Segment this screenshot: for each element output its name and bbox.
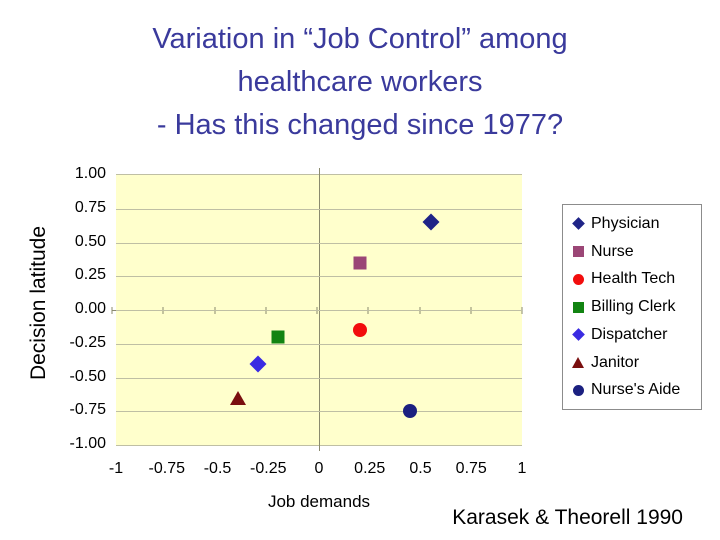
legend-item-physician: Physician: [571, 215, 701, 233]
legend-label: Nurse: [591, 242, 634, 260]
x-tick-label: -0.5: [203, 460, 232, 477]
x-axis-title: Job demands: [267, 492, 371, 511]
y-tick-label: 1.00: [74, 165, 106, 182]
slide-title-line-1: Variation in “Job Control” among: [152, 23, 568, 55]
diamond-marker-icon: [571, 217, 585, 231]
circle-marker-icon: [572, 273, 584, 285]
legend: Physician Nurse Health Tech Billing Clerk Di…: [562, 204, 702, 410]
diamond-marker-icon: [571, 217, 585, 231]
x-tick-label: 0.75: [455, 460, 487, 477]
x-tick-label: 0.25: [354, 460, 386, 477]
legend-item-health-tech: Health Tech: [571, 270, 701, 288]
circle-marker-icon: [403, 404, 418, 419]
slide-title-line-3: - Has this changed since 1977?: [156, 109, 564, 141]
y-tick-label: -1.00: [69, 435, 106, 452]
gridline: [116, 343, 522, 345]
triangle-marker-icon: [229, 390, 246, 405]
legend-label: Billing Clerk: [591, 298, 676, 315]
diamond-marker-icon: [422, 213, 440, 231]
square-marker-icon: [571, 300, 585, 314]
y-tick-label: -0.25: [69, 333, 106, 351]
triangle-marker-icon: [572, 357, 584, 368]
square-marker-icon: [353, 256, 367, 270]
gridline: [116, 377, 522, 379]
square-marker-icon: [572, 301, 584, 313]
legend-item-janitor: Janitor: [571, 354, 701, 372]
circle-marker-icon: [572, 384, 584, 396]
legend-item-nurse-s-aide: Nurse's Aide: [571, 381, 701, 399]
gridline: [116, 411, 522, 413]
x-tick-label: -1: [108, 460, 124, 477]
attribution-text: Karasek & Theorell 1990: [452, 506, 683, 529]
legend-item-nurse: Nurse: [571, 243, 701, 261]
x-tick-label: -0.25: [250, 460, 287, 477]
legend-label: Dispatcher: [591, 325, 668, 343]
x-tick-label: 0: [314, 460, 324, 477]
y-tick-label: 0.25: [74, 266, 106, 284]
legend-label: Physician: [591, 214, 660, 232]
gridline: [116, 276, 522, 278]
circle-marker-icon: [571, 272, 585, 286]
diamond-marker-icon: [249, 355, 267, 373]
circle-marker-icon: [571, 383, 585, 397]
x-axis-tick: [111, 306, 113, 314]
x-tick-labels: -1 -0.75 -0.5 -0.25 0 0.25 0.5 0.75 1: [109, 460, 527, 480]
slide-title-line-2: healthcare workers: [237, 66, 483, 98]
y-tick-label: 0.50: [74, 232, 106, 250]
circle-marker-icon: [352, 323, 367, 338]
x-tick-label: 1: [517, 460, 527, 477]
legend-label: Janitor: [591, 353, 640, 371]
diamond-marker-icon: [571, 328, 585, 342]
legend-item-dispatcher: Dispatcher: [571, 326, 701, 344]
square-marker-icon: [572, 246, 584, 257]
square-marker-icon: [271, 330, 285, 344]
diamond-marker-icon: [571, 328, 585, 342]
x-tick-label: -0.75: [148, 460, 185, 477]
square-marker-icon: [571, 245, 585, 259]
x-axis-tick: [521, 306, 523, 314]
x-tick-label: 0.5: [409, 460, 432, 477]
legend-label: Nurse's Aide: [591, 381, 681, 399]
y-tick-label: -0.75: [69, 401, 106, 419]
gridline: [116, 242, 522, 244]
y-tick-label: 0.00: [74, 300, 106, 317]
plot-area: [111, 168, 523, 451]
legend-item-billing-clerk: Billing Clerk: [571, 298, 701, 316]
triangle-marker-icon: [571, 356, 585, 370]
y-tick-label: -0.50: [69, 367, 106, 385]
gridline: [116, 208, 522, 210]
slide-title: Variation in “Job Control” among healthc…: [0, 18, 720, 147]
legend-label: Health Tech: [591, 270, 676, 288]
y-tick-labels: 1.00 0.75 0.50 0.25 0.00 -0.25 -0.50 -0.75 -1.00: [40, 165, 106, 452]
gridline: [116, 310, 522, 311]
y-tick-label: 0.75: [74, 198, 106, 216]
